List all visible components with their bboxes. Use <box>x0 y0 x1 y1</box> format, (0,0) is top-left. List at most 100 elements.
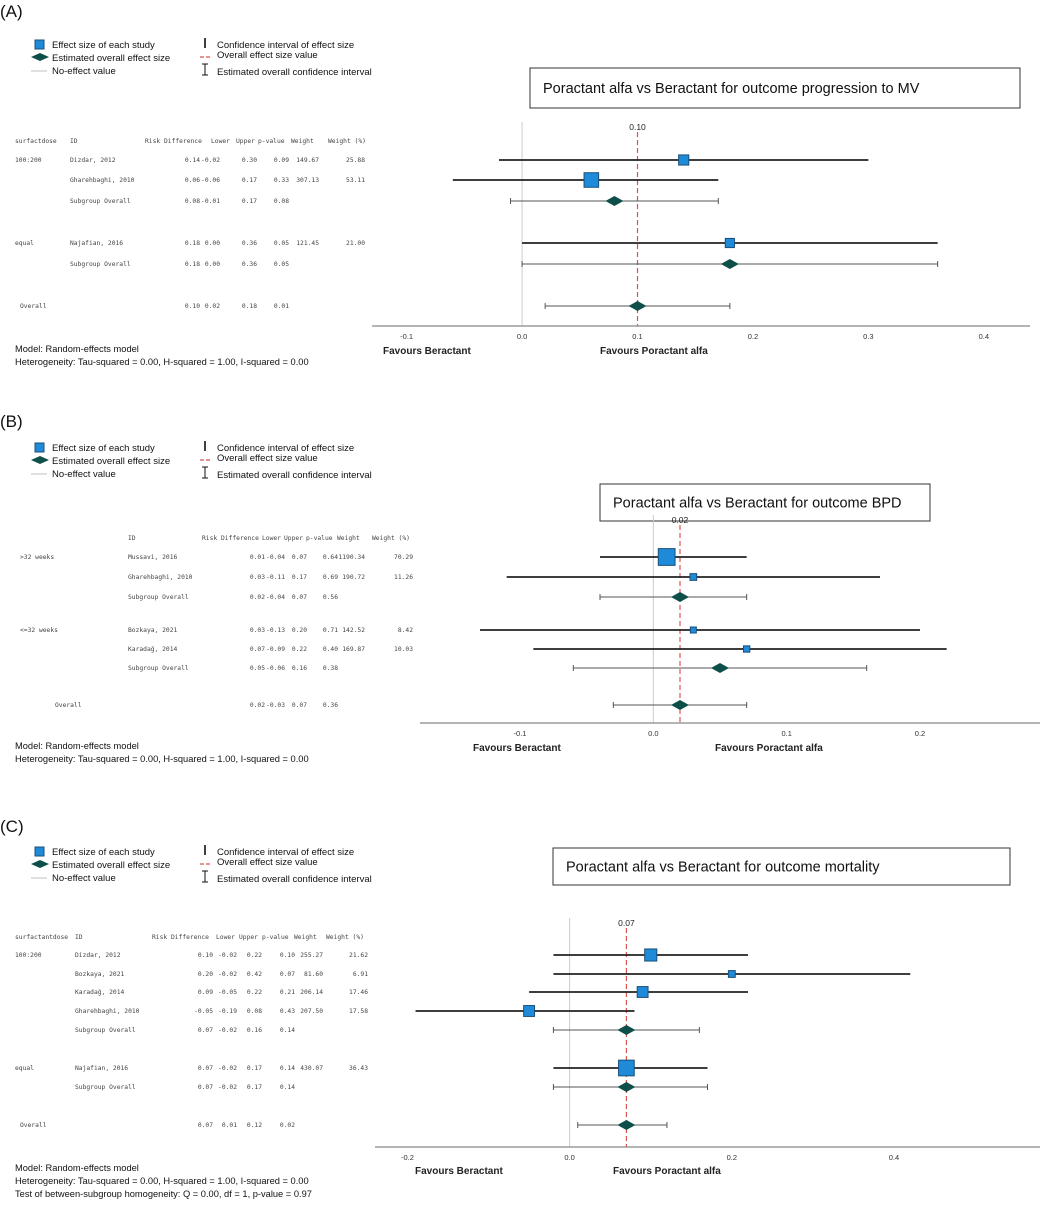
column-header: Lower <box>211 138 230 145</box>
row-group-label: <=32 weeks <box>20 627 58 634</box>
overall-effect-value-label: 0.07 <box>618 918 635 928</box>
overall-row: Overall 0.07 0.01 0.12 0.02 <box>20 1120 668 1130</box>
overall-effect-diamond <box>617 1082 636 1092</box>
row-id: Gharehbaghi, 2010 <box>70 177 135 184</box>
row-risk-difference: 0.07 <box>198 1122 213 1129</box>
row-upper: 0.12 <box>247 1122 262 1129</box>
x-tick-label: 0.1 <box>632 332 642 341</box>
x-tick-label: 0.4 <box>979 332 989 341</box>
model-note: Test of between-subgroup homogeneity: Q … <box>15 1189 312 1199</box>
column-header: p-value <box>262 934 289 941</box>
row-risk-difference: 0.06 <box>185 177 200 184</box>
study-effect-marker <box>523 1005 536 1017</box>
row-p-value: 0.10 <box>280 952 295 959</box>
row-overall-label: Overall <box>55 702 82 709</box>
row-weight-pct: 70.29 <box>394 554 413 561</box>
legend-overall-ci-icon <box>202 63 208 76</box>
column-header: Risk Difference <box>145 138 202 145</box>
row-group-label: equal <box>15 1065 34 1072</box>
row-upper: 0.30 <box>242 157 257 164</box>
column-header: p-value <box>306 535 333 542</box>
row-upper: 0.17 <box>242 198 257 205</box>
legend-overall-value-label: Overall effect size value <box>217 50 318 61</box>
panel-label: (C) <box>0 817 24 836</box>
row-p-value: 0.21 <box>280 989 295 996</box>
row-id: Dizdar, 2012 <box>70 157 116 164</box>
legend-square-icon <box>34 442 45 453</box>
x-tick-label: 0.2 <box>748 332 758 341</box>
column-header: Weight (%) <box>326 934 364 941</box>
chart-title: Poractant alfa vs Beractant for outcome … <box>543 81 920 97</box>
row-lower: -0.02 <box>218 1027 237 1034</box>
study-row: 100:200 Dizdar, 2012 0.14 -0.02 0.30 0.09 149.… <box>15 154 869 166</box>
subgroup-row: Subgroup Overall 0.18 0.00 0.36 0.05 <box>70 259 939 269</box>
legend-overall-effect-label: Estimated overall effect size <box>52 860 170 871</box>
column-header: Lower <box>262 535 281 542</box>
legend-no-effect-label: No-effect value <box>52 66 116 77</box>
forest-panel-a: (A) Effect size of each study Estimated ov… <box>0 2 1030 367</box>
legend-overall-ci-label: Estimated overall confidence interval <box>217 470 372 481</box>
overall-effect-diamond <box>711 663 729 673</box>
row-p-value: 0.43 <box>280 1008 295 1015</box>
row-lower: -0.13 <box>266 627 285 634</box>
row-overall-label: Overall <box>20 1122 47 1129</box>
model-note: Model: Random-effects model <box>15 344 139 354</box>
column-header: Upper <box>239 934 258 941</box>
row-lower: -0.04 <box>266 594 285 601</box>
model-note: Model: Random-effects model <box>15 741 139 751</box>
study-effect-marker <box>644 948 658 962</box>
overall-effect-diamond <box>671 700 689 710</box>
column-header-id: ID <box>70 138 78 145</box>
row-id: Najafian, 2016 <box>70 240 123 247</box>
legend-overall-effect-label: Estimated overall effect size <box>52 456 170 467</box>
row-weight: 81.60 <box>304 971 323 978</box>
row-p-value: 0.14 <box>280 1027 295 1034</box>
row-lower: 0.02 <box>205 303 220 310</box>
column-header: Upper <box>284 535 303 542</box>
row-p-value: 0.01 <box>274 303 289 310</box>
row-p-value: 0.38 <box>323 665 338 672</box>
row-lower: -0.03 <box>266 702 285 709</box>
study-effect-marker <box>724 237 735 249</box>
legend-overall-ci-icon <box>202 466 208 479</box>
legend-overall-value-label: Overall effect size value <box>217 453 318 464</box>
overall-effect-value-label: 0.10 <box>629 122 646 132</box>
row-id: Subgroup Overall <box>128 665 189 672</box>
row-risk-difference: 0.03 <box>250 627 265 634</box>
row-group-label: equal <box>15 240 34 247</box>
model-note: Heterogeneity: Tau-squared = 0.00, H-squ… <box>15 357 309 367</box>
legend-no-effect-label: No-effect value <box>52 469 116 480</box>
x-label-favours-right: Favours Poractant alfa <box>600 346 708 357</box>
row-group-label: >32 weeks <box>20 554 54 561</box>
legend: Effect size of each study Estimated overa… <box>31 441 372 481</box>
column-header: Weight <box>294 934 317 941</box>
column-header-id: ID <box>128 535 136 542</box>
legend-ci-label: Confidence interval of effect size <box>217 443 354 454</box>
row-upper: 0.36 <box>242 240 257 247</box>
row-risk-difference: 0.10 <box>185 303 200 310</box>
row-upper: 0.17 <box>292 574 307 581</box>
legend-ci-label: Confidence interval of effect size <box>217 40 354 51</box>
legend-ci-label: Confidence interval of effect size <box>217 847 354 858</box>
chart-title: Poractant alfa vs Beractant for outcome … <box>613 496 902 512</box>
row-weight: 142.52 <box>342 627 365 634</box>
x-tick-label: 0.0 <box>517 332 527 341</box>
row-weight-pct: 17.58 <box>349 1008 368 1015</box>
row-p-value: 0.05 <box>274 261 289 268</box>
overall-effect-value-label: 0.02 <box>672 515 689 525</box>
overall-effect-diamond <box>617 1025 636 1035</box>
x-label-favours-left: Favours Beractant <box>415 1166 503 1177</box>
row-p-value: 0.56 <box>323 594 338 601</box>
row-id: Najafian, 2016 <box>75 1065 128 1072</box>
row-weight: 206.14 <box>300 989 323 996</box>
row-upper: 0.18 <box>242 303 257 310</box>
row-lower: -0.06 <box>266 665 285 672</box>
row-p-value: 0.14 <box>280 1065 295 1072</box>
overall-row: Overall 0.10 0.02 0.18 0.01 <box>20 301 731 311</box>
row-risk-difference: -0.05 <box>194 1008 213 1015</box>
study-row: Karadağ, 2014 0.07 -0.09 0.22 0.40 169.87 10.0… <box>128 645 947 653</box>
study-effect-marker <box>689 626 697 634</box>
row-p-value: 0.64 <box>323 554 338 561</box>
